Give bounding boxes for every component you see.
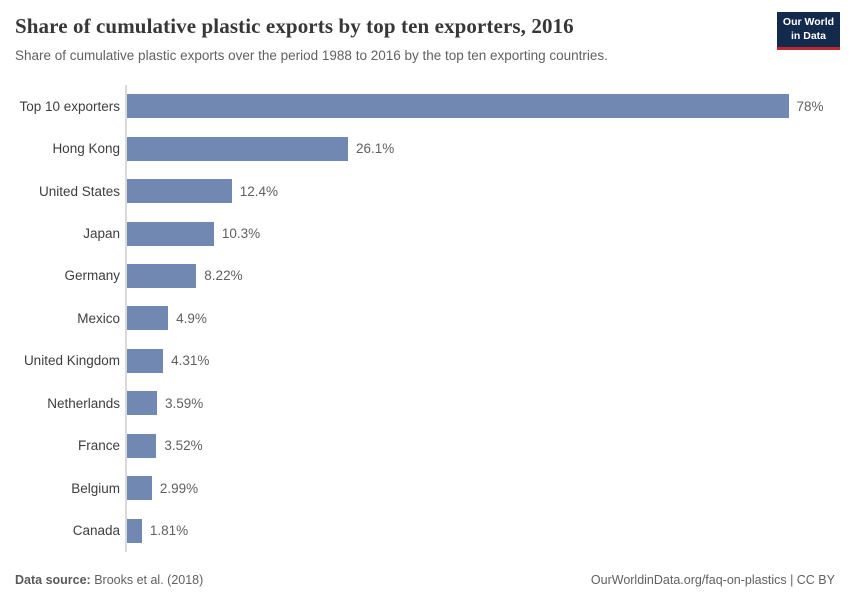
value-label: 12.4% xyxy=(239,183,278,199)
value-label: 3.59% xyxy=(165,395,204,411)
owid-logo-line2: in Data xyxy=(790,29,826,42)
chart-footer: Data source: Brooks et al. (2018) OurWor… xyxy=(15,573,835,587)
value-label: 4.9% xyxy=(176,310,207,326)
value-label: 1.81% xyxy=(149,523,189,539)
value-label: 10.3% xyxy=(221,226,261,242)
chart-row: Netherlands 3.59% xyxy=(0,382,850,424)
footer-link[interactable]: OurWorldinData.org/faq-on-plastics | CC … xyxy=(590,573,835,587)
category-label: Hong Kong xyxy=(52,141,120,157)
category-label: Netherlands xyxy=(47,395,120,411)
owid-logo-line1: Our World xyxy=(782,16,835,28)
category-label: Japan xyxy=(83,226,120,242)
chart-subtitle: Share of cumulative plastic exports over… xyxy=(15,48,608,63)
bar-chart: Top 10 exporters 78% Hong Kong 26.1% Uni… xyxy=(0,85,850,552)
bar[interactable] xyxy=(126,306,169,331)
data-source-label: Data source: xyxy=(15,573,91,587)
chart-row: United States 12.4% xyxy=(0,170,850,212)
chart-row: Germany 8.22% xyxy=(0,255,850,297)
category-label: France xyxy=(77,438,120,454)
owid-logo-text: Our World in Data xyxy=(777,12,840,47)
y-axis-line xyxy=(125,85,127,552)
chart-header: Share of cumulative plastic exports by t… xyxy=(15,14,765,63)
data-source-note: Data source: Brooks et al. (2018) xyxy=(15,573,203,587)
chart-title: Share of cumulative plastic exports by t… xyxy=(15,14,574,38)
bar[interactable] xyxy=(126,94,789,119)
value-label: 4.31% xyxy=(171,353,210,369)
bar[interactable] xyxy=(126,136,348,161)
value-label: 3.52% xyxy=(164,438,203,454)
chart-row: Japan 10.3% xyxy=(0,212,850,254)
category-label: Canada xyxy=(72,523,120,539)
bar[interactable] xyxy=(126,348,164,373)
chart-row: Hong Kong 26.1% xyxy=(0,127,850,169)
owid-logo[interactable]: Our World in Data xyxy=(777,12,840,50)
bar[interactable] xyxy=(126,518,142,543)
category-label: Mexico xyxy=(77,310,120,326)
chart-row: United Kingdom 4.31% xyxy=(0,340,850,382)
bar[interactable] xyxy=(126,391,157,416)
bar[interactable] xyxy=(126,433,157,458)
chart-row: Belgium 2.99% xyxy=(0,467,850,509)
category-label: Top 10 exporters xyxy=(19,98,120,114)
bar[interactable] xyxy=(126,263,197,288)
value-label: 26.1% xyxy=(356,141,395,157)
chart-row: France 3.52% xyxy=(0,425,850,467)
category-label: Belgium xyxy=(71,480,120,496)
bar[interactable] xyxy=(126,476,152,501)
data-source-value: Brooks et al. (2018) xyxy=(90,573,204,587)
category-label: United States xyxy=(38,183,120,199)
category-label: Germany xyxy=(64,268,120,284)
chart-row: Mexico 4.9% xyxy=(0,297,850,339)
chart-row: Canada 1.81% xyxy=(0,509,850,551)
chart-row: Top 10 exporters 78% xyxy=(0,85,850,127)
value-label: 8.22% xyxy=(204,268,243,284)
value-label: 78% xyxy=(796,98,824,114)
bar[interactable] xyxy=(126,179,232,204)
owid-logo-red-strip xyxy=(777,46,840,50)
bar[interactable] xyxy=(126,221,214,246)
value-label: 2.99% xyxy=(159,480,199,496)
chart-rows: Top 10 exporters 78% Hong Kong 26.1% Uni… xyxy=(0,85,850,552)
category-label: United Kingdom xyxy=(23,353,120,369)
